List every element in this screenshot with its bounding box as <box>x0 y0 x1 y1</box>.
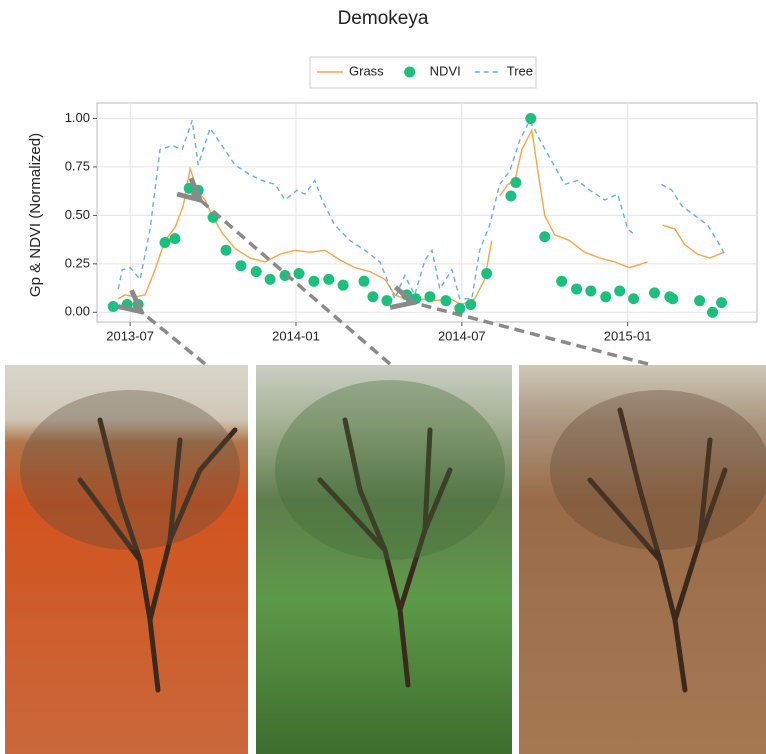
ndvi-point <box>251 266 262 277</box>
legend-key <box>404 67 415 78</box>
ndvi-point <box>667 293 678 304</box>
ndvi-point <box>614 285 625 296</box>
y-axis-title: Gp & NDVI (Normalized) <box>27 133 44 297</box>
legend-box <box>310 57 536 88</box>
x-tick-label: 2014-07 <box>438 328 486 343</box>
ndvi-point <box>556 276 567 287</box>
figure: Demokeya Grass NDVI Tree 0.00 0.25 0.50 0.75 1… <box>0 0 766 754</box>
ndvi-point <box>323 274 334 285</box>
ndvi-point <box>221 245 232 256</box>
canopy <box>20 380 766 560</box>
ndvi-point <box>539 231 550 242</box>
y-tick-label: 0.00 <box>65 304 90 319</box>
ndvi-point <box>600 291 611 302</box>
ndvi-point <box>510 177 521 188</box>
ndvi-point <box>381 295 392 306</box>
x-tick-label: 2014-01 <box>272 328 320 343</box>
ndvi-point <box>338 280 349 291</box>
y-tick-label: 0.25 <box>65 255 90 270</box>
y-tick-label: 0.75 <box>65 158 90 173</box>
ndvi-point <box>571 284 582 295</box>
ndvi-point <box>169 233 180 244</box>
ndvi-point <box>716 297 727 308</box>
ndvi-point <box>525 113 536 124</box>
ndvi-point <box>308 276 319 287</box>
ndvi-point <box>707 307 718 318</box>
ndvi-point <box>235 260 246 271</box>
ndvi-point <box>585 285 596 296</box>
ndvi-point <box>424 291 435 302</box>
ndvi-point <box>159 237 170 248</box>
x-tick-label: 2015-01 <box>604 328 652 343</box>
ndvi-point <box>440 295 451 306</box>
y-tick-label: 1.00 <box>65 110 90 125</box>
ndvi-point <box>108 301 119 312</box>
ndvi-point <box>265 274 276 285</box>
ndvi-point <box>465 299 476 310</box>
ndvi-point <box>649 287 660 298</box>
y-tick-label: 0.50 <box>65 207 90 222</box>
ndvi-point <box>367 291 378 302</box>
ndvi-point <box>481 268 492 279</box>
legend-label: Tree <box>507 63 533 78</box>
x-tick-label: 2013-07 <box>106 328 154 343</box>
legend-label: NDVI <box>430 63 461 78</box>
photos <box>5 365 766 754</box>
chart-title: Demokeya <box>338 8 429 29</box>
ndvi-point <box>694 295 705 306</box>
legend-label: Grass <box>349 63 384 78</box>
ndvi-point <box>122 299 133 310</box>
ndvi-point <box>628 293 639 304</box>
ndvi-point <box>293 268 304 279</box>
ndvi-point <box>358 276 369 287</box>
ndvi-point <box>505 191 516 202</box>
